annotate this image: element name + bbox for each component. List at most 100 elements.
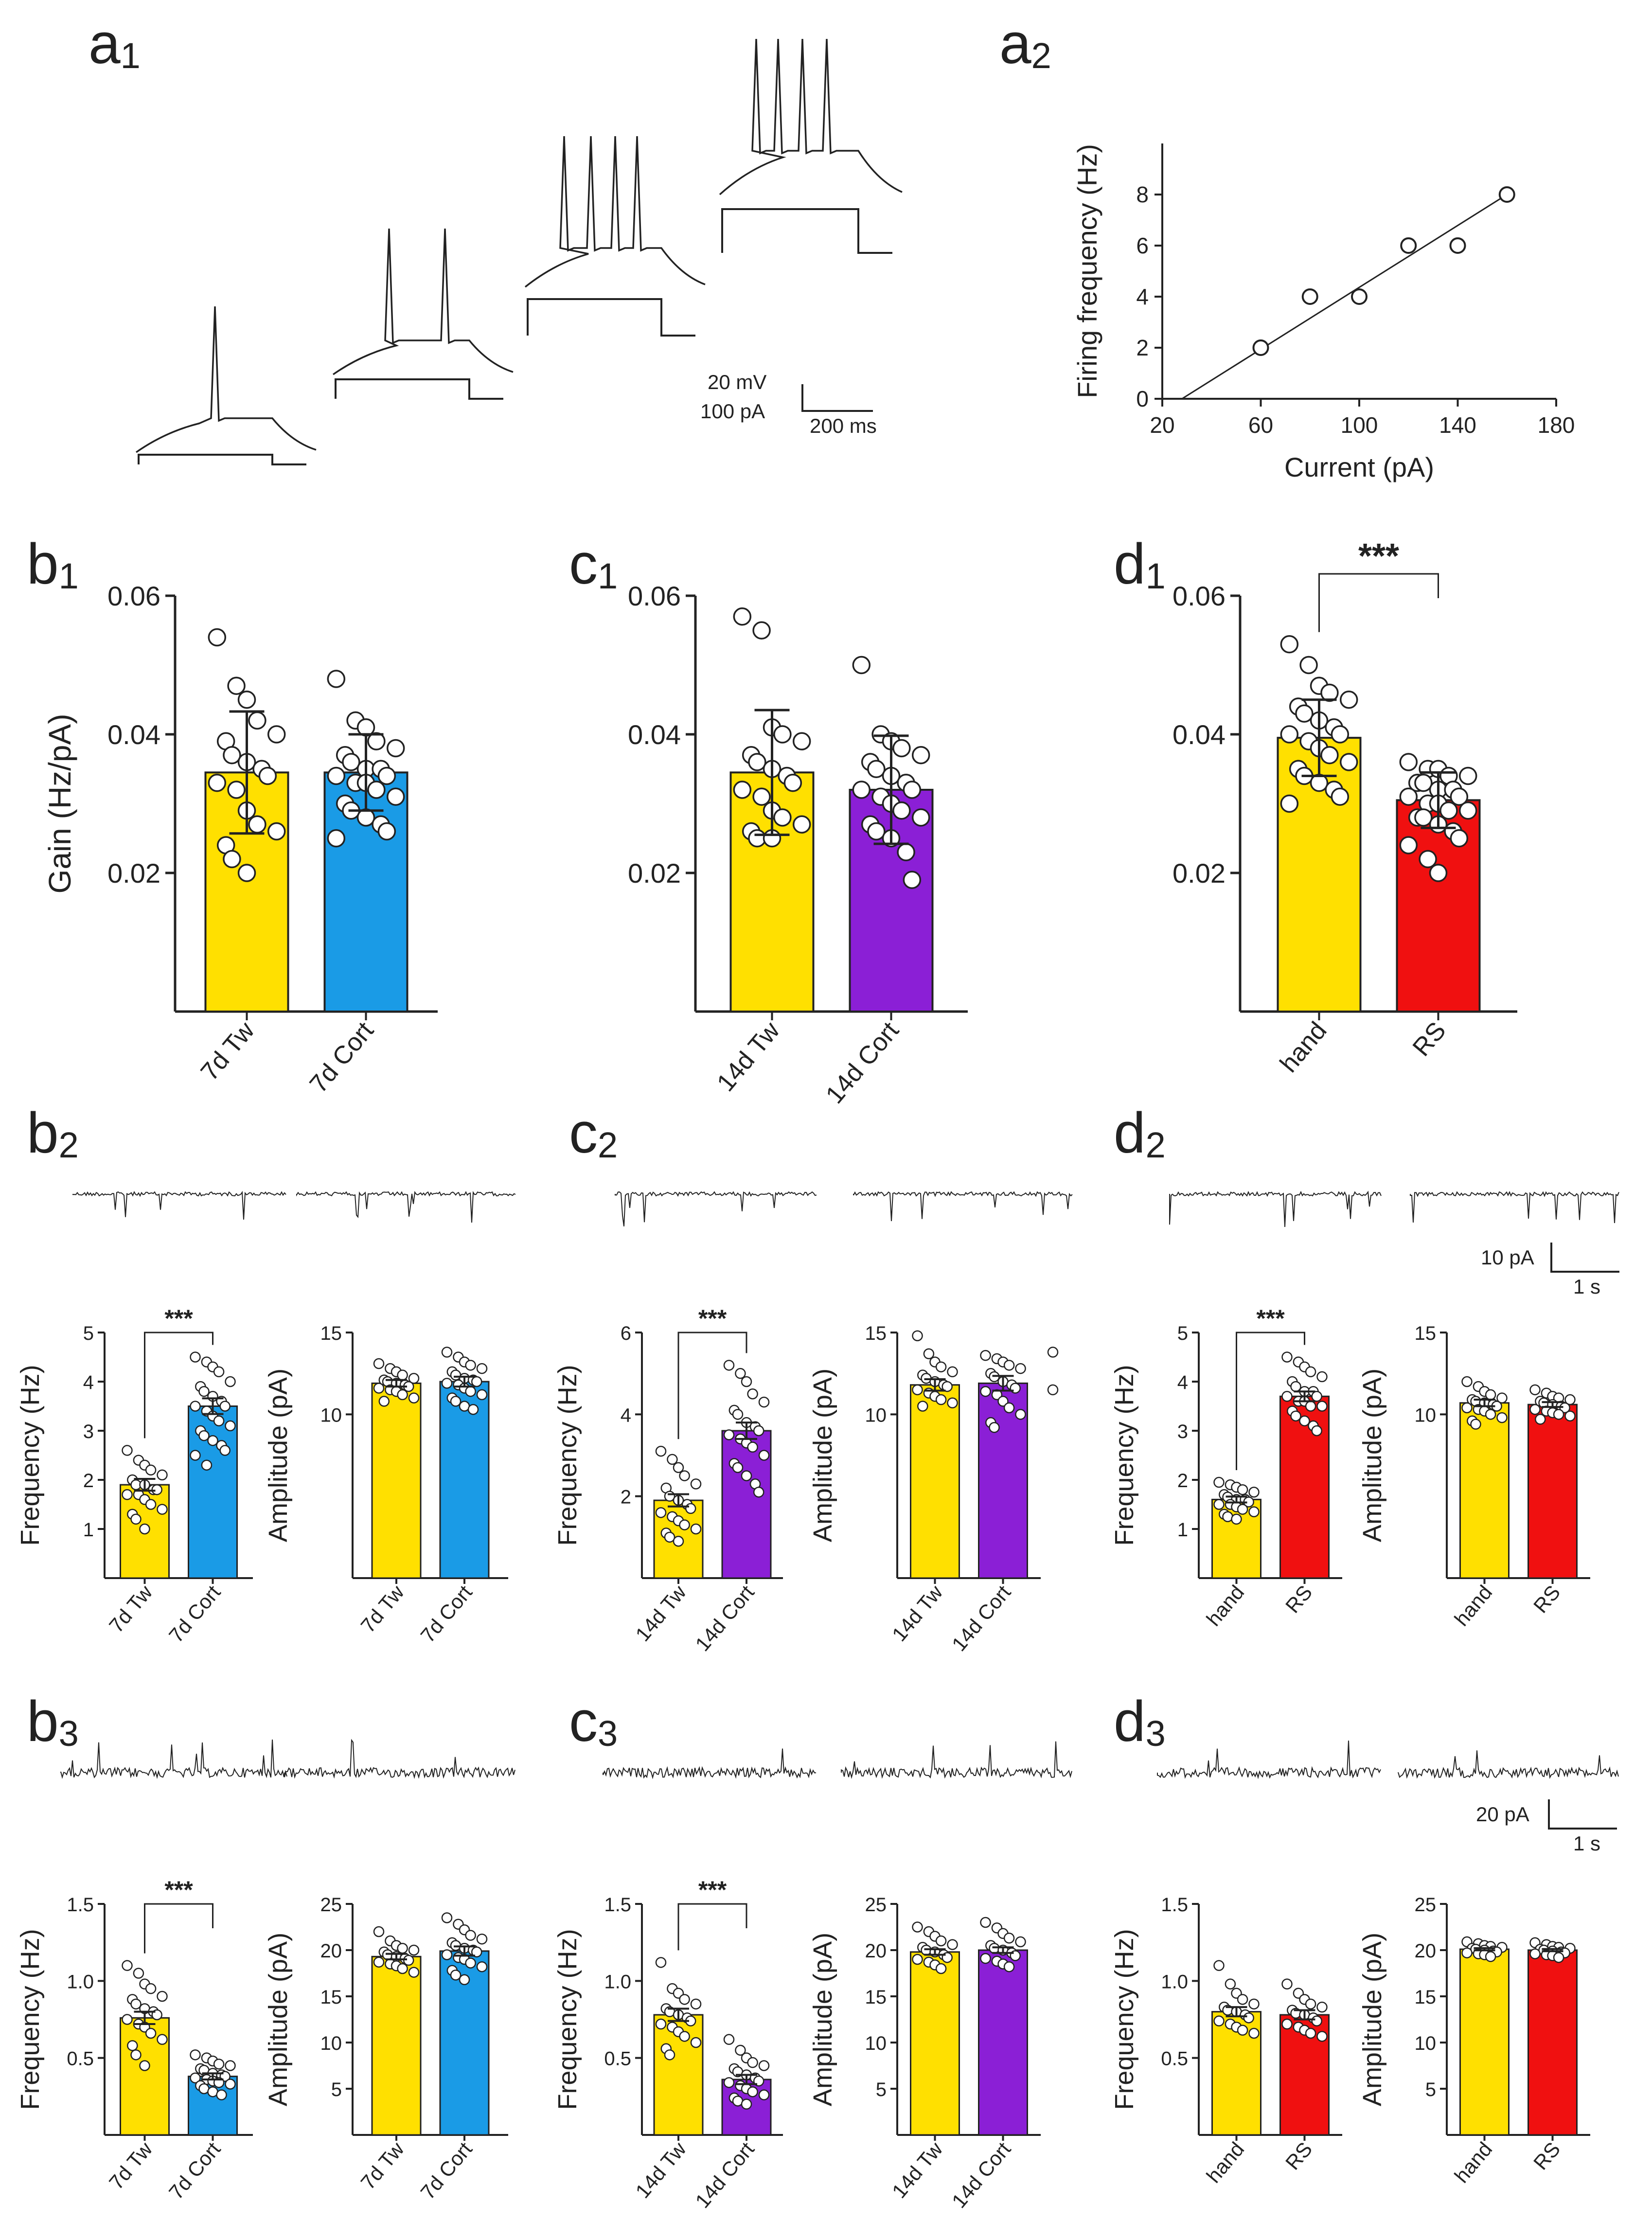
b3a-point [459,1974,470,1986]
chart-b3f: 0.5 1.0 1.5 Frequency (Hz) 7d Tw 7d Cort *** [16,1876,253,2203]
d3a-ytick-label: 20 [1415,1940,1437,1962]
b1-point [258,766,277,785]
c1-category-label: 14d Cort [820,1016,905,1109]
d2a-point [1485,1409,1496,1420]
b1-point [267,725,286,744]
d3a-point [1553,1952,1564,1963]
chart-d3a: 5 10 15 20 25 Amplitude (pA) hand RS [1358,1894,1590,2187]
d3a-category-label: hand [1450,2138,1496,2187]
b2f-ytick-label: 5 [83,1323,94,1344]
c2a-ytick-label: 10 [865,1404,887,1426]
c3f-category-label: 14d Cort [691,2137,759,2212]
panel-label-a1: a1 [89,12,141,76]
b1-point [327,766,346,785]
b2a-point [441,1347,453,1358]
d2a-category-label: hand [1450,1581,1496,1631]
current-traces [60,1191,1619,1779]
b2a-point [373,1358,385,1369]
b2f-point [190,1450,201,1461]
b1-category-label: 7d Cort [304,1016,379,1098]
c2a-point [947,1366,958,1378]
a1-scale-pa: 100 pA [700,400,765,423]
mepsc-trace-2 [296,1191,516,1223]
d1-point [1295,704,1314,723]
d3a-point [1461,1947,1473,1958]
b3a-point [465,1930,476,1941]
b2f-category-label: 7d Tw [105,1581,157,1637]
panel-label-c2: c2 [569,1101,618,1165]
d1-point [1399,753,1418,771]
b2a-category-label: 7d Cort [416,1581,477,1647]
d3a-ytick-label: 5 [1425,2079,1436,2100]
b3a-bar-1 [371,1955,422,2136]
b2f-point [219,1445,231,1456]
c3f-point [747,2086,758,2097]
c2f-point [735,1368,746,1379]
b3f-point [190,2049,201,2061]
c2f-point [679,1470,690,1481]
d3f-point [1225,1978,1236,1990]
a1-voltage-trace-3 [524,136,706,288]
b3a-point [373,1956,385,1968]
d3f-point [1213,1960,1225,1971]
d3f-point [1305,1998,1316,2010]
c3a-point [935,1935,947,1947]
d2a-point [1485,1389,1496,1401]
b2f-point [157,1469,168,1481]
a2-xtick-label: 140 [1439,412,1476,438]
a2-point [1449,237,1466,254]
d1-point [1458,801,1477,820]
c2a-point [941,1381,953,1392]
b1-ytick-label: 0.06 [107,581,160,611]
c3a-category-label: 14d Tw [888,2137,947,2203]
b3f-point [145,2027,157,2039]
a1-current-step-4 [721,208,892,254]
d3f-ytick-label: 1.0 [1161,1971,1188,1992]
c3f-point [679,1994,690,2005]
d1-point [1429,864,1448,882]
c2a-point [980,1350,991,1361]
b2f-point [122,1489,133,1500]
d1-point [1419,850,1437,869]
d2a-point [1529,1384,1541,1396]
panel-labels: a1 a2 b1 c1 d1 b2 c2 d2 b3 c3 d3 [27,12,1166,1754]
c2f-ytick-label: 6 [621,1323,631,1344]
c3f-point [655,2018,667,2030]
c3f-y-axis-label: Frequency (Hz) [553,1929,582,2110]
b2a-ytick-label: 15 [320,1323,342,1344]
d3f-point [1213,2015,1225,2026]
c1-point [892,739,911,758]
b2a-point [465,1360,476,1371]
d2a-point [1529,1404,1541,1415]
panel-label-d2: d2 [1114,1101,1166,1165]
b2a-point [465,1386,476,1397]
charts: 0 2 4 6 8 20 60 100 140 180 Current (pA) Firing fre… [16,143,1590,2212]
c2a-point [1015,1363,1026,1374]
c1-point [911,808,930,827]
c2f-point [667,1454,678,1465]
b3a-point [450,1970,462,1981]
c2f-point [655,1507,667,1518]
c1-point [897,843,915,861]
c1-ytick-label: 0.02 [628,858,681,888]
b1-point [377,822,396,841]
a2-point [1301,288,1318,305]
c2f-point [679,1519,690,1530]
b1-point [208,628,227,647]
b2a-bar-2 [439,1381,490,1579]
c3a-ytick-label: 5 [876,2079,887,2100]
chart-b2f: 1 2 3 4 5 Frequency (Hz) 7d Tw 7d Cort *** [16,1305,253,1647]
b1-point [227,676,246,695]
d2f-ytick-label: 3 [1177,1421,1188,1442]
c3f-point [735,2044,746,2056]
d3f-point [1237,1994,1248,2005]
chart-b1: 0.02 0.04 0.06 Gain (Hz/pA) 7d Tw 7d Cort [42,581,438,1098]
b3f-ytick-label: 1.0 [67,1971,94,1992]
d2f-bar-2 [1279,1395,1330,1579]
c2f-significance-bracket [677,1332,747,1439]
d2f-ytick-label: 4 [1177,1372,1188,1393]
b1-point [386,787,405,806]
c2a-point [989,1422,1000,1433]
b3a-ytick-label: 25 [320,1894,342,1916]
d1-significance-stars: *** [1358,537,1399,576]
